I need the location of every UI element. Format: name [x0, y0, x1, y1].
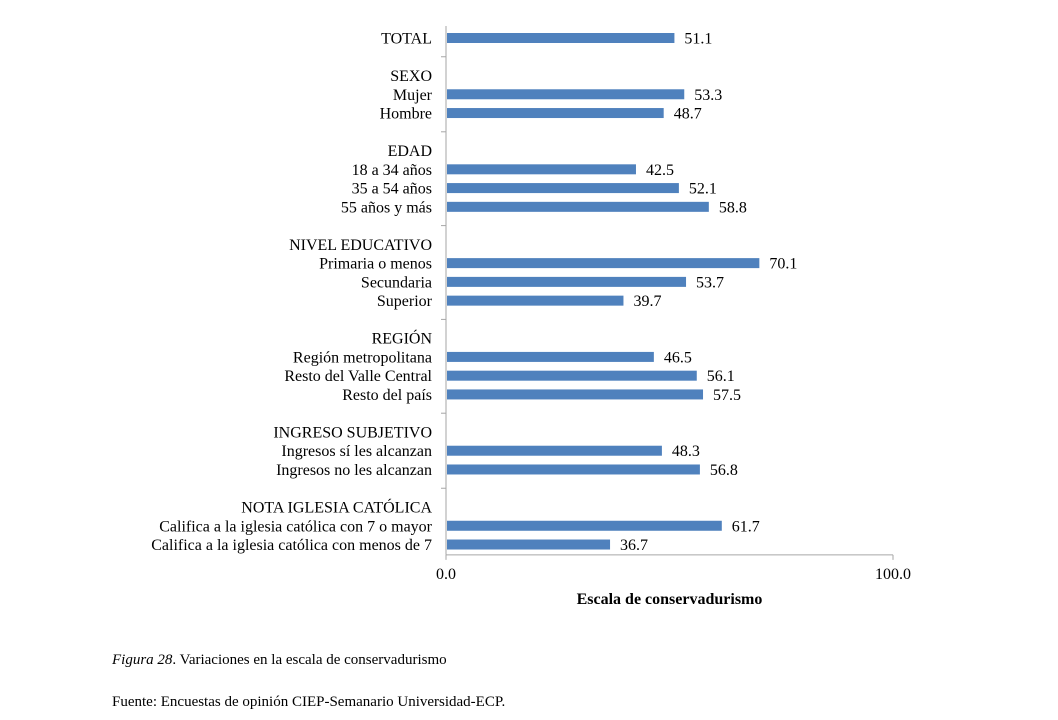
bar [447, 164, 636, 175]
figure-caption: Figura 28. Variaciones en la escala de c… [112, 652, 447, 669]
figure-title: . Variaciones en la escala de conservadu… [172, 652, 447, 668]
bar [447, 295, 624, 306]
data-label: 53.3 [694, 87, 722, 104]
data-label: 61.7 [732, 518, 760, 535]
data-label: 70.1 [769, 256, 797, 273]
group-header-label: REGIÓN [372, 329, 433, 348]
group-header-label: NIVEL EDUCATIVO [289, 237, 432, 254]
data-label: 56.1 [707, 368, 735, 385]
data-label: 51.1 [684, 31, 712, 48]
group-header-label: NOTA IGLESIA CATÓLICA [241, 498, 432, 517]
x-tick-label: 0.0 [436, 566, 456, 583]
category-label: Califica a la iglesia católica con 7 o m… [159, 518, 432, 535]
figure-number: Figura 28 [112, 652, 173, 668]
data-label: 36.7 [620, 537, 648, 554]
data-label: 52.1 [689, 181, 717, 198]
data-label: 48.7 [674, 106, 702, 123]
category-label: Hombre [380, 106, 432, 123]
bar [447, 464, 700, 475]
category-label: Primaria o menos [319, 256, 432, 273]
source-note: Fuente: Encuestas de opinión CIEP-Semana… [112, 694, 506, 710]
category-label: Resto del país [342, 387, 432, 404]
data-label: 58.8 [719, 199, 747, 216]
category-label: TOTAL [381, 31, 432, 48]
category-label: Ingresos no les alcanzan [276, 462, 432, 479]
category-label: Región metropolitana [293, 349, 432, 366]
data-label: 42.5 [646, 162, 674, 179]
category-label: Califica a la iglesia católica con menos… [151, 537, 432, 554]
bar-chart: TOTAL 51.1 SEXO Mujer 53.3 Hombre 48.7 EDAD 18 a… [151, 26, 911, 608]
bar [447, 183, 679, 194]
data-label: 46.5 [664, 349, 692, 366]
bar [447, 89, 685, 100]
category-label: Resto del Valle Central [284, 368, 432, 385]
category-label: Superior [377, 293, 433, 310]
group-header-label: INGRESO SUBJETIVO [273, 424, 432, 441]
category-label: 18 a 34 años [352, 162, 432, 179]
data-label: 56.8 [710, 462, 738, 479]
data-label: 53.7 [696, 274, 724, 291]
group-header-label: EDAD [388, 143, 432, 160]
category-label: Secundaria [361, 274, 432, 291]
bar [447, 351, 654, 362]
bar [447, 33, 675, 43]
bar [447, 539, 611, 550]
bar [447, 520, 722, 531]
data-label: 48.3 [672, 443, 700, 460]
data-label: 39.7 [633, 293, 661, 310]
data-label: 57.5 [713, 387, 741, 404]
bar [447, 201, 709, 212]
bar [447, 445, 662, 456]
category-label: 35 a 54 años [352, 181, 432, 198]
category-label: 55 años y más [341, 199, 432, 216]
category-label: Ingresos sí les alcanzan [281, 443, 432, 460]
bar [447, 276, 687, 287]
category-label: Mujer [393, 87, 433, 104]
bar [447, 258, 760, 269]
bar [447, 370, 697, 381]
x-tick-label: 100.0 [875, 566, 911, 583]
group-header-label: SEXO [390, 68, 432, 85]
bar [447, 389, 704, 400]
bar [447, 108, 664, 119]
x-axis-title: Escala de conservadurismo [577, 591, 763, 608]
